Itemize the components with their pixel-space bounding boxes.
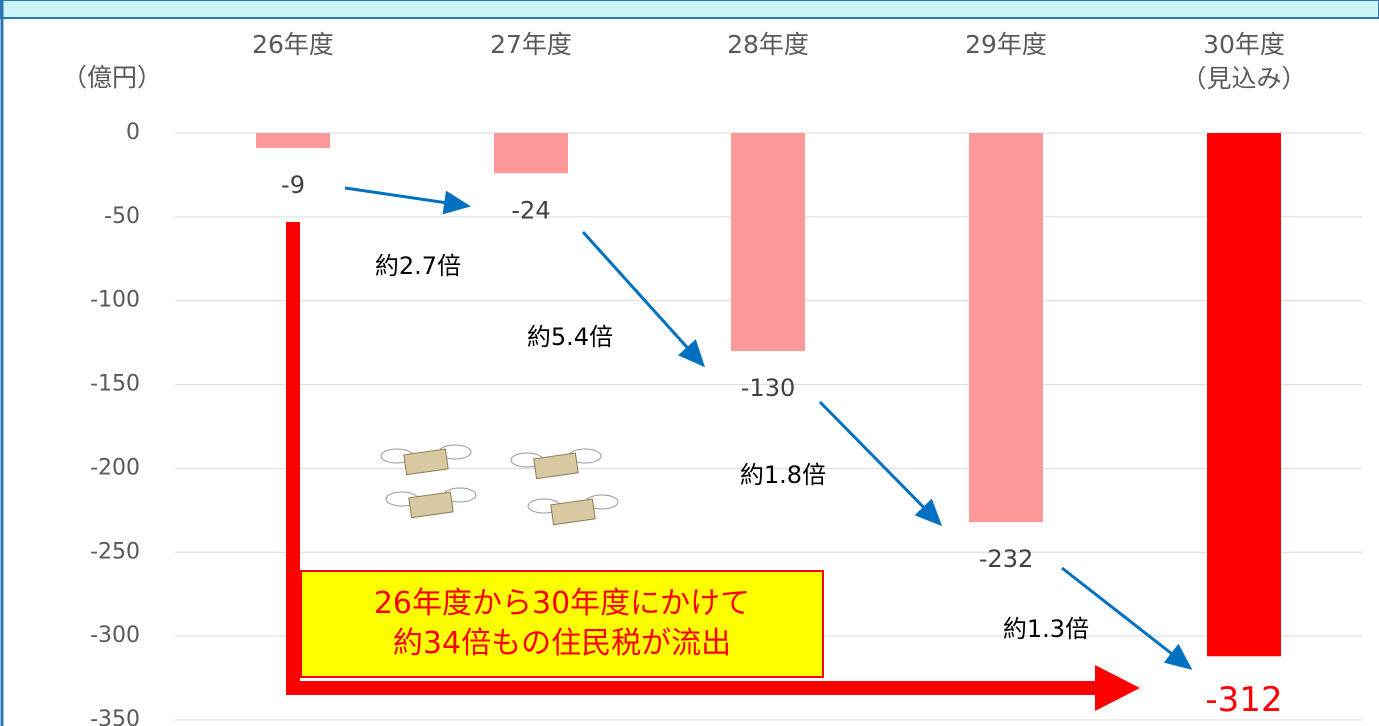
money-icon — [386, 488, 476, 518]
bar — [731, 133, 805, 351]
money-icon — [511, 449, 601, 479]
y-tick-label: -250 — [90, 539, 140, 564]
x-tick-label: 27年度 — [421, 28, 641, 62]
y-tick-label: -50 — [104, 204, 140, 229]
x-tick-label: 28年度 — [658, 28, 878, 62]
bar — [256, 133, 330, 148]
x-tick-label: 29年度 — [896, 28, 1116, 62]
bar — [969, 133, 1043, 522]
value-label: -24 — [511, 196, 550, 224]
bar — [1207, 133, 1281, 656]
ratio-label: 約2.7倍 — [375, 252, 461, 280]
money-icon — [381, 445, 471, 475]
value-label: -312 — [1205, 680, 1282, 720]
total-arrow-head — [1095, 665, 1140, 711]
ratio-label: 約5.4倍 — [527, 323, 613, 351]
y-tick-label: -200 — [90, 455, 140, 480]
page: 0 -50 -100 -150 -200 -250 -300 -350 -9 -24 -130 -23… — [0, 0, 1379, 726]
ratio-label: 約1.8倍 — [740, 461, 826, 489]
x-tick-label: 30年度 （見込み） — [1134, 28, 1354, 96]
y-tick-label: -150 — [90, 372, 140, 397]
bar — [494, 133, 568, 173]
y-tick-label: 0 — [126, 120, 140, 145]
growth-arrow — [345, 188, 468, 206]
ratio-label: 約1.3倍 — [1003, 615, 1089, 643]
money-icon — [528, 495, 618, 525]
growth-arrow — [820, 402, 940, 524]
callout: 26年度から30年度にかけて 約34倍もの住民税が流出 — [300, 570, 824, 678]
y-tick-label: -350 — [90, 707, 140, 726]
value-label: -232 — [979, 545, 1033, 573]
y-axis-label: （億円） — [62, 58, 162, 94]
top-band — [0, 0, 1379, 18]
value-label: -9 — [281, 171, 305, 199]
y-tick-label: -300 — [90, 623, 140, 648]
y-tick-label: -100 — [90, 288, 140, 313]
value-label: -130 — [741, 374, 795, 402]
x-tick-label: 26年度 — [183, 28, 403, 62]
